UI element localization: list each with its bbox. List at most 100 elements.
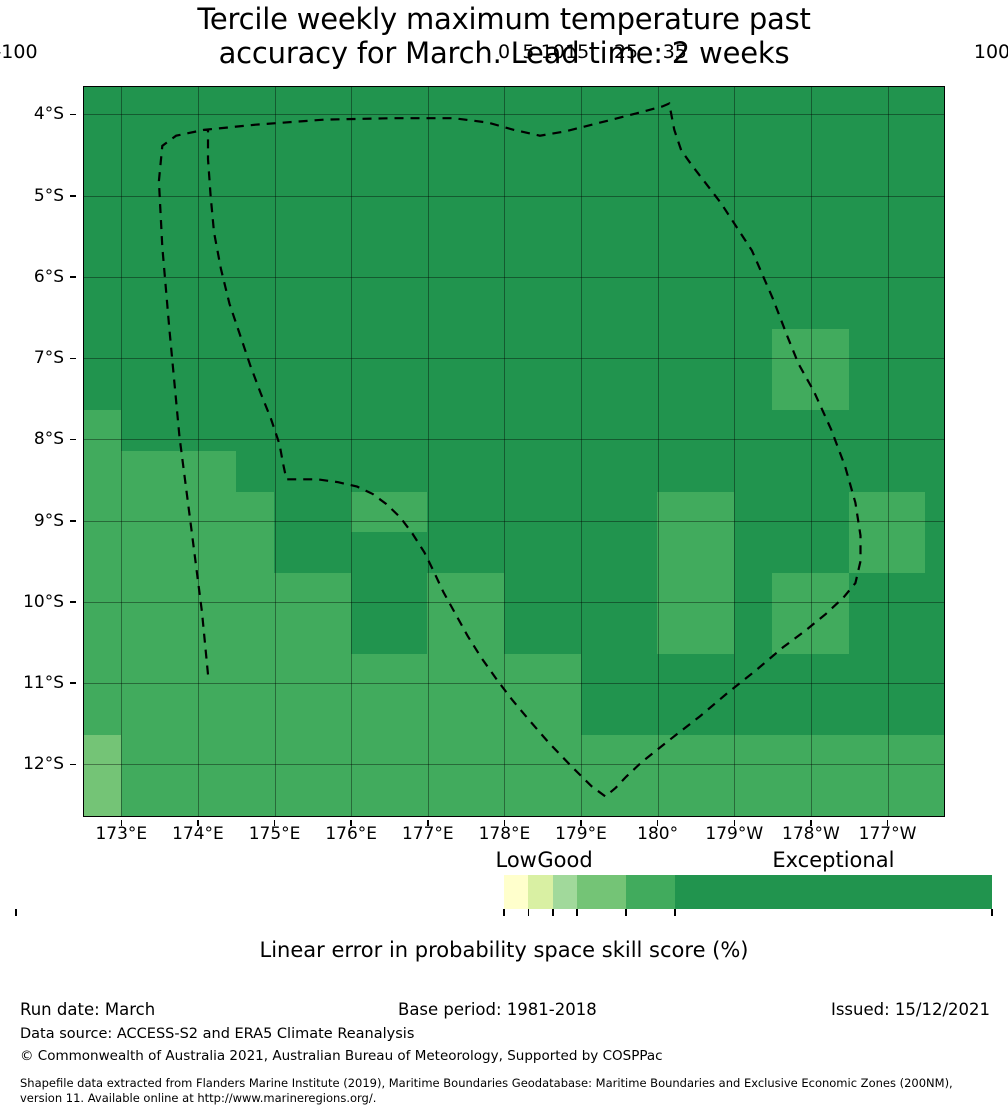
heatmap-cell — [235, 369, 276, 412]
heatmap-cell — [274, 613, 314, 656]
heatmap-cell — [427, 207, 467, 249]
y-axis-tick-label: 9°S — [33, 510, 64, 531]
colorbar-segment — [504, 875, 529, 909]
heatmap-cell — [542, 491, 582, 534]
heatmap-cell — [810, 775, 850, 817]
heatmap-cell — [503, 166, 544, 209]
heatmap-cell — [542, 86, 582, 128]
heatmap-cell — [465, 654, 505, 696]
heatmap-cell — [733, 613, 774, 656]
heatmap-cell — [427, 654, 467, 696]
heatmap-cell — [120, 694, 161, 737]
heatmap-cell — [83, 775, 122, 817]
colorbar-segment — [528, 875, 553, 909]
heatmap-cell — [580, 735, 620, 777]
heatmap-cell — [848, 86, 889, 128]
heatmap-cell — [772, 491, 812, 534]
heatmap-cell — [657, 369, 697, 412]
heatmap-cells[interactable] — [83, 86, 945, 817]
heatmap-cell — [465, 126, 505, 168]
heatmap-cell — [618, 572, 659, 615]
heatmap-cell — [618, 694, 659, 737]
colorbar-tick-mark — [503, 909, 505, 916]
heatmap-cell — [580, 613, 620, 656]
heatmap-cell — [542, 816, 582, 817]
heatmap-cell — [848, 410, 889, 452]
heatmap-cell — [618, 166, 659, 209]
heatmap-cell — [580, 775, 620, 817]
heatmap-cell — [772, 86, 812, 128]
heatmap-cell — [657, 775, 697, 817]
heatmap-cell — [465, 451, 505, 493]
heatmap-cell — [657, 491, 697, 534]
y-axis-tick-mark — [70, 438, 76, 441]
heatmap-cell — [427, 247, 467, 290]
heatmap-cell — [810, 451, 850, 493]
colorbar[interactable] — [15, 875, 993, 916]
heatmap-cell — [465, 816, 505, 817]
heatmap-cell — [580, 451, 620, 493]
heatmap-cell — [695, 288, 735, 331]
heatmap-cell — [925, 410, 945, 452]
heatmap-cell — [350, 166, 390, 209]
heatmap-cell — [312, 329, 352, 371]
heatmap-cell — [427, 288, 467, 331]
x-axis-tick-mark — [197, 820, 199, 826]
heatmap-cell — [657, 86, 697, 128]
heatmap-cell — [925, 207, 945, 249]
x-axis-tick-mark — [350, 820, 352, 826]
heatmap-cell — [235, 694, 276, 737]
heatmap-cell — [235, 247, 276, 290]
colorbar-segment — [626, 875, 675, 909]
heatmap-cell — [925, 86, 945, 128]
heatmap-cell — [197, 694, 237, 737]
heatmap-cell — [388, 491, 429, 534]
colorbar-tick-label: 10 — [540, 41, 565, 63]
heatmap-cell — [503, 369, 544, 412]
heatmap-cell — [695, 207, 735, 249]
heatmap-cell — [695, 451, 735, 493]
heatmap-cell — [350, 207, 390, 249]
heatmap-cell — [197, 126, 237, 168]
x-axis-tick-mark — [733, 820, 736, 826]
heatmap-cell — [312, 775, 352, 817]
colorbar-tick-label: 0 — [497, 41, 511, 63]
heatmap-cell — [197, 451, 237, 493]
colorbar-axis-label: Linear error in probability space skill … — [259, 938, 749, 962]
heatmap-cell — [887, 613, 927, 656]
heatmap-cell — [887, 329, 927, 371]
colorbar-tick-mark — [674, 909, 676, 916]
heatmap-cell — [848, 451, 889, 493]
colorbar-tick-mark — [527, 909, 530, 916]
heatmap-cell — [733, 369, 774, 412]
x-axis-tick-label: 178°E — [478, 824, 531, 844]
heatmap-cell — [465, 329, 505, 371]
heatmap-cell — [235, 86, 276, 128]
heatmap-cell — [427, 775, 467, 817]
heatmap-cell — [465, 207, 505, 249]
heatmap-cell — [120, 491, 161, 534]
heatmap-cell — [810, 369, 850, 412]
heatmap-cell — [810, 572, 850, 615]
y-axis-tick-mark — [70, 601, 76, 603]
heatmap-cell — [542, 613, 582, 656]
heatmap-cell — [197, 329, 237, 371]
heatmap-cell — [925, 775, 945, 817]
heatmap-cell — [580, 816, 620, 817]
heatmap-cell — [542, 775, 582, 817]
heatmap-cell — [772, 247, 812, 290]
heatmap-cell — [83, 694, 122, 737]
y-axis-tick-label: 6°S — [33, 266, 64, 287]
colorbar-tick-mark — [576, 909, 578, 916]
heatmap-cell — [695, 166, 735, 209]
heatmap-cell — [312, 288, 352, 331]
heatmap-cell — [580, 207, 620, 249]
heatmap-cell — [83, 572, 122, 615]
heatmap-cell — [465, 86, 505, 128]
x-axis-tick-mark — [427, 820, 429, 826]
heatmap-cell — [159, 451, 199, 493]
heatmap-cell — [503, 694, 544, 737]
heatmap-cell — [197, 572, 237, 615]
map-panel[interactable] — [83, 86, 945, 817]
heatmap-cell — [810, 207, 850, 249]
